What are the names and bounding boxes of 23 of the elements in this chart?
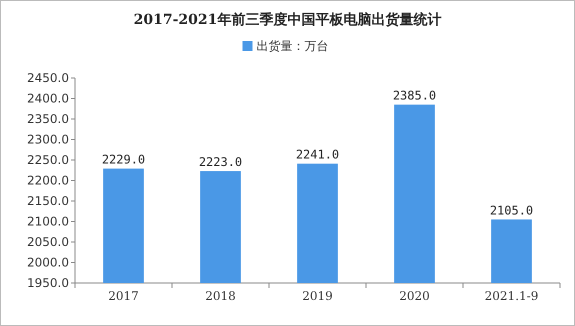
data-label: 2241.0 <box>296 148 340 162</box>
y-tick-label: 2050.0 <box>27 235 69 249</box>
y-tick-label: 2300.0 <box>27 132 69 146</box>
x-tick-label: 2017 <box>108 289 139 303</box>
y-tick-label: 2400.0 <box>27 92 69 106</box>
data-label: 2223.0 <box>198 155 242 170</box>
x-tick-label: 2021.1-9 <box>484 289 538 303</box>
x-tick-label: 2018 <box>205 289 236 303</box>
y-tick-label: 2450.0 <box>27 71 69 85</box>
y-tick-label: 2200.0 <box>27 174 69 188</box>
data-label: 2385.0 <box>392 88 436 103</box>
chart-title: 2017-2021年前三季度中国平板电脑出货量统计 <box>134 11 442 28</box>
y-tick-label: 2000.0 <box>27 256 69 270</box>
x-tick-label: 2019 <box>302 289 333 303</box>
y-tick-label: 1950.0 <box>27 276 69 290</box>
data-label: 2105.0 <box>490 203 534 218</box>
y-tick-label: 2350.0 <box>27 112 69 126</box>
y-tick-label: 2250.0 <box>27 153 69 167</box>
x-tick-label: 2020 <box>399 289 430 303</box>
y-tick-label: 2150.0 <box>27 194 69 208</box>
data-label: 2229.0 <box>102 152 146 167</box>
legend-label: 出货量：万台 <box>256 39 328 53</box>
y-tick-label: 2100.0 <box>27 214 69 228</box>
